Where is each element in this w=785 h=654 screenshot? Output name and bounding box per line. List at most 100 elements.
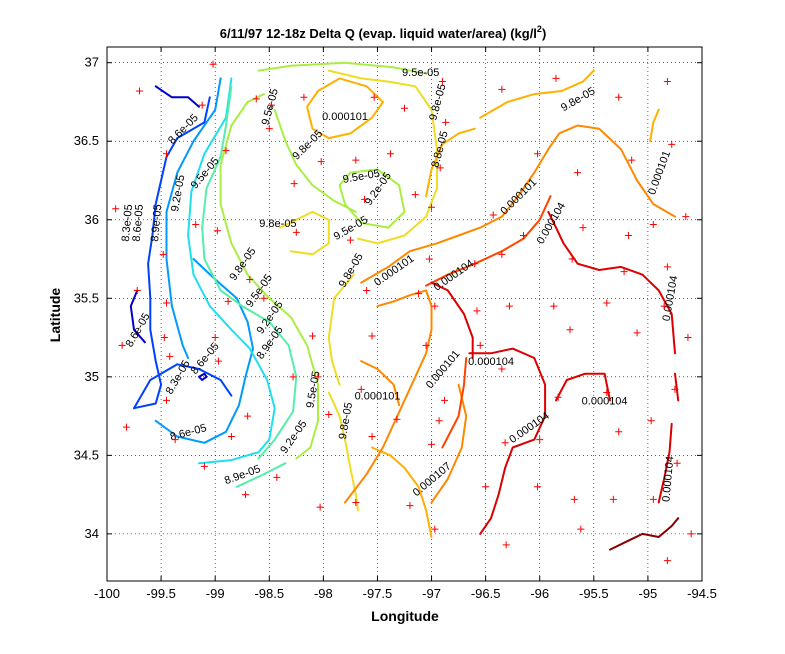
station-marker: [603, 299, 611, 307]
x-tick-label: -94.5: [687, 586, 717, 601]
station-marker: [435, 417, 443, 425]
contour-line: [327, 69, 438, 245]
contour-label: 8.3e-05: [120, 204, 135, 242]
station-marker: [112, 205, 120, 213]
station-marker: [222, 147, 230, 155]
station-marker: [325, 411, 333, 419]
contour-line: [609, 517, 680, 551]
station-marker: [431, 525, 439, 533]
station-marker: [473, 307, 481, 315]
station-marker: [536, 436, 544, 444]
contour-label-group: 9.8e-05: [337, 402, 355, 441]
x-tick-label: -98.5: [254, 586, 284, 601]
station-marker: [431, 302, 439, 310]
contour-line: [327, 273, 355, 386]
contour-label-group: 0.000101: [646, 149, 673, 196]
contour-label: 9.8e-05: [427, 83, 448, 122]
station-marker: [224, 297, 232, 305]
station-marker: [241, 491, 249, 499]
station-marker: [273, 473, 281, 481]
contour-label-group: 9.8e-05: [259, 218, 296, 230]
station-marker: [682, 213, 690, 221]
contour-line: [306, 77, 384, 140]
station-marker: [411, 191, 419, 199]
station-marker: [668, 140, 676, 148]
contour-label-group: 0.000104: [660, 456, 676, 503]
station-marker: [476, 341, 484, 349]
contour-line: [468, 347, 547, 535]
station-marker: [425, 255, 433, 263]
station-marker: [401, 104, 408, 112]
contour-label-group: 0.000101: [322, 111, 368, 123]
y-tick-label: 36.5: [74, 133, 99, 148]
x-tick-label: -96: [530, 586, 549, 601]
station-marker: [649, 495, 657, 503]
station-marker: [568, 255, 576, 263]
chart-title: 6/11/97 12-18z Delta Q (evap. liquid wat…: [220, 24, 547, 41]
contour-label: 9.5e-05: [304, 370, 322, 409]
contour-label: 9.8e-05: [227, 246, 258, 283]
station-marker: [163, 299, 170, 307]
station-marker: [214, 357, 222, 365]
station-marker: [687, 530, 695, 538]
contour-label-group: 9.2e-05: [169, 174, 187, 213]
contour-line: [198, 372, 208, 381]
station-marker: [552, 74, 560, 82]
station-marker: [498, 250, 506, 258]
station-marker: [163, 396, 170, 404]
contour-line: [235, 462, 287, 488]
station-marker: [628, 156, 636, 164]
station-marker: [684, 334, 692, 342]
y-tick-label: 34.5: [74, 447, 99, 462]
contour-label: 9.2e-05: [278, 418, 309, 455]
station-marker: [520, 231, 527, 239]
station-marker: [534, 150, 542, 158]
station-marker: [352, 156, 360, 164]
contour-label: 9.8e-05: [259, 218, 296, 230]
station-marker: [393, 415, 401, 423]
station-marker: [317, 158, 325, 166]
station-marker: [386, 150, 394, 158]
station-marker: [246, 275, 254, 283]
contour-line: [129, 289, 146, 344]
station-marker: [579, 224, 587, 232]
station-marker: [200, 462, 208, 470]
contour-label: 9.8e-05: [337, 402, 355, 441]
contour-label: 9.5e-05: [402, 67, 439, 79]
plot-frame: [106, 46, 703, 582]
station-marker: [163, 150, 170, 158]
station-marker: [615, 93, 623, 101]
y-axis-label: Latitude: [47, 288, 63, 343]
contour-label-group: 0.000101: [372, 253, 416, 289]
contour-label: 9.8e-05: [337, 251, 366, 289]
station-marker: [309, 332, 317, 340]
station-marker: [252, 95, 260, 103]
station-marker: [554, 393, 562, 401]
station-marker: [363, 286, 371, 294]
station-markers: [112, 60, 695, 565]
station-marker: [300, 93, 308, 101]
contour-line: [257, 61, 428, 75]
contour-label: 8.6e-05: [131, 204, 146, 242]
x-tick-label: -96.5: [471, 586, 501, 601]
contour-label: 0.000101: [646, 149, 673, 196]
contour-label-group: 8.6e-05: [131, 204, 146, 242]
station-marker: [498, 365, 506, 373]
station-marker: [135, 87, 143, 95]
contour-label-group: 0.000101: [424, 348, 463, 391]
station-marker: [292, 228, 300, 236]
station-marker: [660, 302, 668, 310]
contour-label-group: 9.8e-05: [427, 83, 448, 122]
contour-label: 8.6e-05: [166, 112, 201, 147]
station-marker: [422, 341, 430, 349]
contour-line: [479, 69, 595, 119]
station-marker: [171, 436, 179, 444]
contour-label-group: 9.2e-05: [278, 418, 309, 455]
contour-label: 9.5e-05: [244, 272, 275, 309]
contour-label: 0.000101: [498, 176, 539, 217]
station-marker: [159, 250, 167, 258]
contour-label-group: 0.000101: [355, 391, 401, 403]
station-marker: [502, 541, 510, 549]
contour-label: 8.3e-05: [164, 358, 193, 396]
contour-label: 0.000104: [660, 456, 676, 503]
